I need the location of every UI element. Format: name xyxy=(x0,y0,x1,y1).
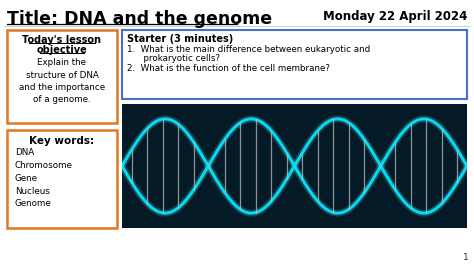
Bar xyxy=(122,104,467,228)
Text: 1.  What is the main difference between eukaryotic and: 1. What is the main difference between e… xyxy=(127,45,370,54)
Text: prokaryotic cells?: prokaryotic cells? xyxy=(127,54,220,63)
Text: Explain the
structure of DNA
and the importance
of a genome.: Explain the structure of DNA and the imp… xyxy=(19,58,105,105)
FancyBboxPatch shape xyxy=(122,30,467,99)
Text: Today's lesson: Today's lesson xyxy=(22,35,101,45)
Text: Starter (3 minutes): Starter (3 minutes) xyxy=(127,34,233,44)
Text: Key words:: Key words: xyxy=(29,136,94,146)
FancyBboxPatch shape xyxy=(7,130,117,228)
Text: DNA
Chromosome
Gene
Nucleus
Genome: DNA Chromosome Gene Nucleus Genome xyxy=(15,148,73,208)
Text: 2.  What is the function of the cell membrane?: 2. What is the function of the cell memb… xyxy=(127,64,330,73)
FancyBboxPatch shape xyxy=(7,30,117,123)
Text: 1: 1 xyxy=(463,253,469,262)
Text: Title: DNA and the genome: Title: DNA and the genome xyxy=(7,10,272,28)
Text: objective: objective xyxy=(36,45,87,55)
Text: Monday 22 April 2024: Monday 22 April 2024 xyxy=(323,10,467,23)
